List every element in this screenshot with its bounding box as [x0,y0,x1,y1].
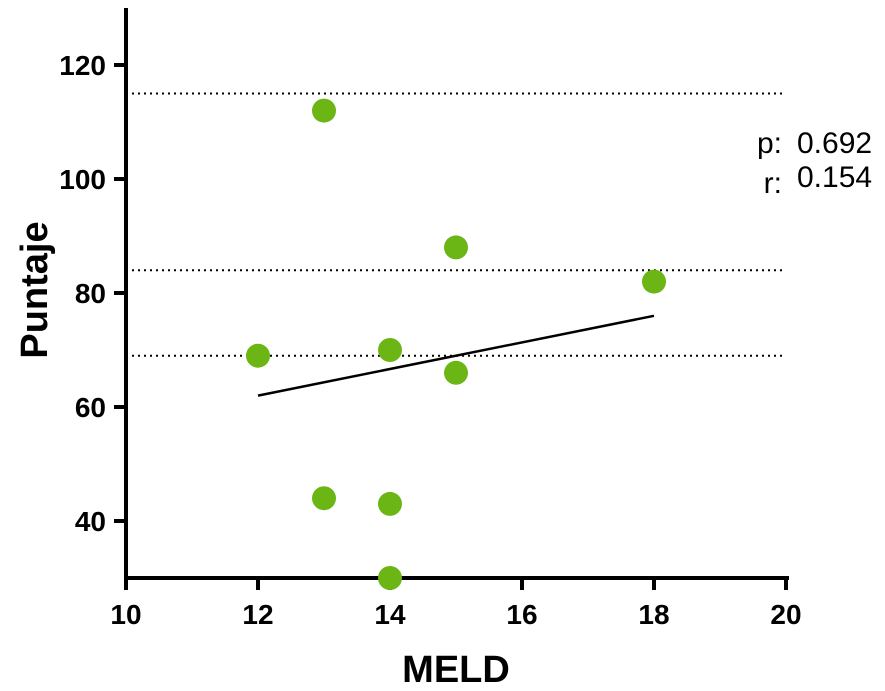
y-tick-label: 80 [75,278,106,309]
r-value: 0.154 [797,161,872,194]
x-tick-label: 14 [374,599,406,630]
data-point [246,343,270,368]
y-ticks: 40 60 80 100 120 [59,50,126,537]
x-ticks: 10 12 14 16 18 20 [110,578,802,630]
data-point [312,486,336,511]
data-points [246,98,666,590]
data-point [378,566,402,590]
reference-lines [126,92,786,357]
y-tick-label: 100 [59,164,106,195]
x-tick-label: 10 [110,599,141,630]
data-point [378,491,402,516]
x-tick-label: 12 [242,599,273,630]
trend-line-group [257,314,655,397]
r-label: r: [764,167,782,200]
data-point [312,98,336,123]
trend-line [257,314,655,397]
x-tick-label: 20 [770,599,801,630]
data-point [444,360,468,385]
y-tick-label: 40 [75,506,106,537]
x-tick-label: 18 [638,599,669,630]
x-tick-label: 16 [506,599,537,630]
data-point [378,338,402,362]
data-point [444,235,468,260]
stats-annotation: p: 0.692 r: 0.154 [757,127,872,200]
y-axis-title: Puntaje [14,221,56,358]
p-label: p: [757,127,782,160]
y-tick-label: 120 [59,50,106,81]
x-axis-title: MELD [402,649,510,691]
y-tick-label: 60 [75,392,106,423]
p-value: 0.692 [797,127,872,160]
data-point [642,269,666,294]
